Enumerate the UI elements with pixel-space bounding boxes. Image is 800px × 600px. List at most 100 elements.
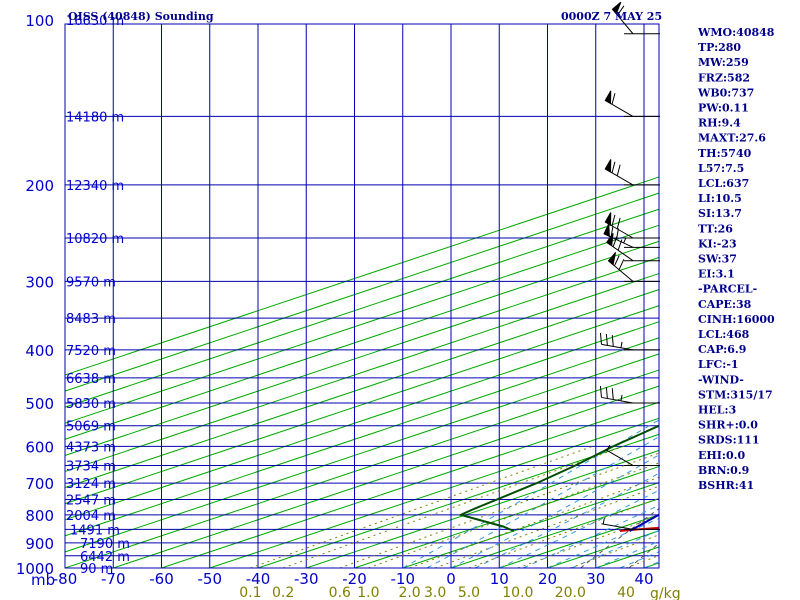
height-label: 7520 m	[66, 344, 116, 359]
index-item: STM:315/17	[698, 388, 773, 401]
plot-frame	[64, 23, 660, 569]
index-item: CAPE:38	[698, 298, 752, 311]
wind-barb	[604, 159, 660, 186]
height-label: 6442 m	[80, 550, 130, 565]
barb-flag	[603, 223, 610, 238]
dry-adiabat	[580, 507, 659, 568]
wind-barb	[603, 223, 660, 248]
skew-isotherm	[113, 385, 659, 568]
pressure-tick-label: 800	[25, 507, 54, 525]
height-label: 5069 m	[66, 420, 116, 435]
height-label: 7190 m	[80, 537, 130, 552]
wind-barbs	[599, 1, 660, 530]
mixing-ratio-label: 40	[617, 585, 635, 600]
skew-isotherm	[65, 272, 659, 473]
barb-full	[605, 333, 608, 346]
wind-barb	[605, 444, 660, 466]
barb-flag	[604, 90, 612, 105]
temperature-tick-label: 0	[446, 570, 456, 588]
barb-full	[611, 161, 616, 173]
height-label: 3734 m	[66, 459, 116, 474]
pressure-tick-label: 700	[25, 475, 54, 493]
index-item: KI:-23	[698, 237, 737, 250]
temperature-tick-label: -10	[391, 570, 416, 588]
height-label: 4373 m	[66, 440, 116, 455]
barb-full	[611, 335, 614, 347]
height-label: 16630 m	[66, 14, 124, 29]
barb-full	[612, 235, 618, 247]
height-label: 2004 m	[66, 509, 116, 524]
pressure-tick-label: 400	[25, 342, 54, 360]
pressure-tick-label: 600	[25, 438, 54, 456]
barb-half	[620, 341, 623, 348]
height-label: 8483 m	[66, 312, 116, 327]
barb-half	[623, 237, 627, 244]
skew-isotherm	[354, 465, 659, 568]
sounding-indices: WMO:40848 TP:280 MW:259 FRZ:582 WB0:737 PW:0.…	[697, 26, 775, 492]
moist-adiabat	[547, 517, 659, 568]
mixing-ratio-label: 10.0	[502, 585, 533, 600]
moist-adiabat	[523, 504, 659, 568]
height-label: 6638 m	[66, 372, 116, 387]
barb-full	[605, 387, 608, 399]
mixing-ratio-label: 0.6	[329, 585, 351, 600]
index-item: MAXT:27.6	[698, 132, 766, 145]
wind-barb	[599, 386, 660, 404]
index-item: LCL:637	[698, 177, 749, 190]
temperature-tick-label: 10	[490, 570, 509, 588]
index-item: LFC:-1	[698, 358, 739, 371]
chart-title: OISS (40848) Sounding	[68, 10, 214, 23]
dry-adiabat	[774, 20, 800, 568]
index-item: TT:26	[698, 222, 733, 235]
index-item: SRDS:111	[698, 434, 760, 447]
wind-barb	[601, 518, 660, 530]
index-item: SI:13.7	[698, 207, 742, 220]
height-label: 3124 m	[66, 477, 116, 492]
index-item: EHI:0.0	[698, 449, 745, 462]
index-item: -WIND-	[698, 373, 744, 386]
barb-full	[599, 386, 602, 398]
temperature-tick-label: -30	[294, 570, 319, 588]
skew-isotherm	[65, 224, 659, 424]
barb-half	[606, 444, 611, 451]
index-item: BRN:0.9	[698, 464, 749, 477]
pressure-axis-labels: 100 200 300 400 500 600 700 800 900 1000	[16, 12, 54, 578]
index-item: TP:280	[698, 41, 741, 54]
skew-isotherm	[65, 240, 659, 440]
time-label: 0000Z 7 MAY 25	[561, 10, 662, 23]
height-label: 5830 m	[66, 397, 116, 412]
profile-lines	[457, 424, 659, 532]
index-item: SW:37	[698, 253, 737, 266]
index-item: EI:3.1	[698, 268, 735, 281]
temperature-tick-label: -60	[149, 570, 174, 588]
barb-staff	[601, 523, 634, 530]
skew-isotherm	[65, 305, 659, 505]
temperature-tick-label: -50	[198, 570, 223, 588]
skew-isotherm	[65, 192, 659, 392]
skew-isotherm	[65, 289, 659, 489]
index-item: WB0:737	[697, 86, 754, 99]
barb-full	[618, 259, 625, 270]
pressure-tick-label: 300	[25, 273, 54, 291]
barb-flag	[611, 1, 622, 15]
barb-full	[611, 388, 614, 400]
index-item: HEL:3	[698, 404, 736, 417]
barb-half	[602, 518, 605, 525]
temperature-tick-label: -70	[101, 570, 126, 588]
pressure-tick-label: 200	[25, 177, 54, 195]
height-label: 2547 m	[66, 494, 116, 509]
index-item: -PARCEL-	[698, 283, 757, 296]
mixing-ratio-line	[570, 534, 659, 568]
index-item: LI:10.5	[698, 192, 742, 205]
mixing-ratio-label: 20.0	[555, 585, 586, 600]
barb-full	[617, 5, 625, 16]
temperature-tick-label: 40	[634, 570, 653, 588]
barb-staff	[601, 396, 634, 404]
barb-full	[599, 332, 602, 345]
height-label: 14180 m	[66, 110, 124, 125]
index-item: CINH:16000	[698, 313, 775, 326]
barb-flag	[606, 233, 614, 247]
mixing-ratio-label: 1.0	[357, 585, 379, 600]
index-item: BSHR:41	[698, 479, 754, 492]
